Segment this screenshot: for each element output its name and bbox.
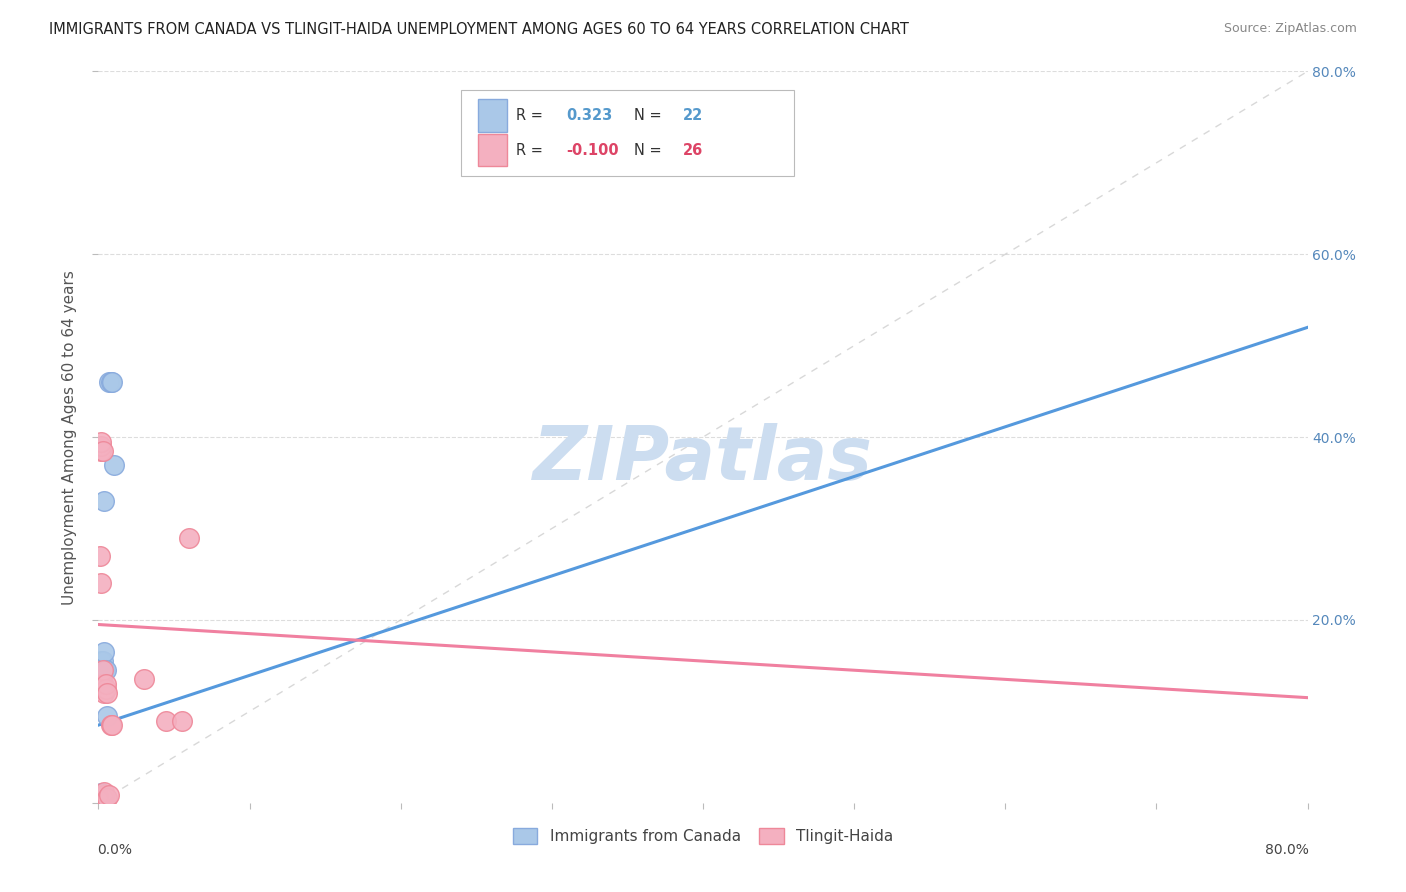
Point — [89, 549, 111, 563]
Point — [98, 789, 121, 803]
Point — [87, 789, 110, 804]
Y-axis label: Unemployment Among Ages 60 to 64 years: Unemployment Among Ages 60 to 64 years — [62, 269, 77, 605]
Point — [132, 673, 155, 687]
Point — [91, 443, 114, 458]
Point — [103, 458, 125, 472]
Point — [93, 663, 115, 677]
Point — [100, 375, 122, 389]
Point — [91, 791, 114, 805]
Point — [87, 792, 110, 806]
Point — [155, 714, 177, 728]
Point — [90, 434, 112, 449]
Text: 80.0%: 80.0% — [1265, 843, 1309, 857]
Text: 0.323: 0.323 — [567, 108, 613, 123]
Text: 22: 22 — [682, 108, 703, 123]
Point — [90, 439, 112, 453]
Point — [90, 793, 112, 807]
Point — [90, 576, 112, 591]
Point — [93, 645, 115, 659]
Point — [179, 531, 201, 545]
Point — [100, 718, 122, 732]
Point — [89, 790, 111, 805]
Point — [91, 663, 114, 677]
Point — [90, 654, 112, 668]
FancyBboxPatch shape — [478, 99, 508, 131]
Point — [89, 789, 111, 804]
Text: IMMIGRANTS FROM CANADA VS TLINGIT-HAIDA UNEMPLOYMENT AMONG AGES 60 TO 64 YEARS C: IMMIGRANTS FROM CANADA VS TLINGIT-HAIDA … — [49, 22, 910, 37]
Point — [93, 785, 115, 799]
Point — [96, 791, 118, 805]
Point — [101, 375, 124, 389]
Point — [90, 788, 112, 802]
Text: ZIPatlas: ZIPatlas — [533, 423, 873, 496]
Point — [90, 443, 112, 458]
Point — [87, 793, 110, 807]
Text: R =: R = — [516, 143, 547, 158]
Text: Source: ZipAtlas.com: Source: ZipAtlas.com — [1223, 22, 1357, 36]
Point — [96, 709, 118, 723]
Point — [90, 786, 112, 800]
Point — [93, 686, 115, 700]
Point — [91, 677, 114, 691]
Text: -0.100: -0.100 — [567, 143, 619, 158]
Point — [170, 714, 193, 728]
Text: N =: N = — [634, 108, 666, 123]
Text: N =: N = — [634, 143, 666, 158]
Point — [87, 791, 110, 805]
Point — [91, 663, 114, 677]
Point — [101, 718, 124, 732]
Point — [90, 677, 112, 691]
Point — [91, 677, 114, 691]
Text: R =: R = — [516, 108, 547, 123]
Text: 26: 26 — [682, 143, 703, 158]
Point — [89, 793, 111, 807]
Point — [98, 375, 121, 389]
Point — [94, 791, 117, 805]
FancyBboxPatch shape — [461, 90, 793, 176]
Point — [94, 681, 117, 696]
Text: 0.0%: 0.0% — [97, 843, 132, 857]
Point — [94, 677, 117, 691]
FancyBboxPatch shape — [478, 134, 508, 166]
Point — [93, 789, 115, 803]
Point — [93, 494, 115, 508]
Point — [94, 663, 117, 677]
Point — [91, 654, 114, 668]
Legend: Immigrants from Canada, Tlingit-Haida: Immigrants from Canada, Tlingit-Haida — [508, 822, 898, 850]
Point — [96, 686, 118, 700]
